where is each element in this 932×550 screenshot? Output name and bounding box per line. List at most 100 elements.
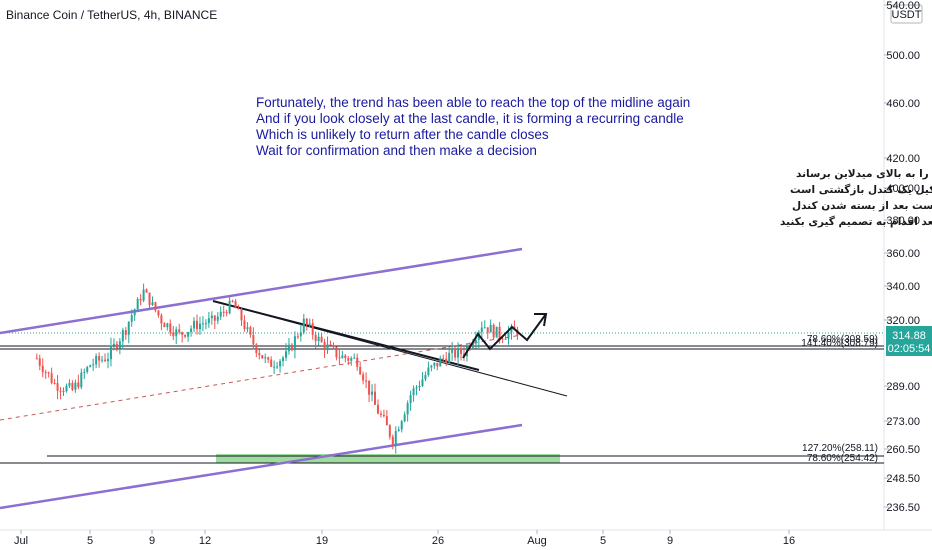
channel-midline[interactable] [0, 334, 523, 421]
time-tick-label: 9 [149, 535, 155, 547]
candle-body [228, 300, 231, 314]
candle-body [80, 372, 83, 388]
persian-note-line: که احتمال اینکه روند بازگشت بکند کم است … [792, 199, 932, 212]
downtrend-extension-line[interactable] [212, 300, 568, 397]
candle-body [341, 355, 344, 359]
candle-body [270, 359, 273, 367]
candle-body [448, 352, 451, 363]
candle-body [193, 320, 196, 329]
candle-body [154, 302, 157, 311]
currency-badge[interactable] [890, 4, 923, 24]
upper-channel-line[interactable] [0, 247, 523, 335]
candle-body [356, 357, 359, 367]
candle-body [350, 358, 353, 361]
candle-body [133, 309, 136, 316]
candle-body [285, 351, 287, 358]
candle-body [374, 391, 376, 405]
candle-body [213, 315, 216, 321]
price-tick-label: 460.00 [886, 98, 920, 110]
price-tick-label: 260.50 [886, 444, 920, 456]
candle-body [264, 357, 267, 359]
candle-body [344, 355, 347, 359]
candle-body [365, 380, 368, 382]
candle-body [237, 308, 240, 310]
candle-body [151, 302, 154, 305]
candle-body [198, 323, 201, 330]
price-tick-label: 540.00 [886, 0, 920, 12]
candle-body [50, 373, 53, 383]
candle-body [394, 431, 397, 445]
time-tick-label: Aug [527, 535, 547, 547]
lower-channel-line[interactable] [0, 423, 523, 510]
price-tick-label: 400.00 [886, 183, 920, 195]
candle-body [287, 344, 290, 352]
persian-note-line: منتظر گرفتن تاییدیه باشید و بعد اقدام به… [780, 215, 932, 228]
candle-body [261, 355, 264, 359]
candle-body [77, 382, 80, 388]
candle-body [282, 357, 285, 362]
time-tick-label: Jul [14, 535, 28, 547]
candle-body [53, 382, 56, 384]
candle-body [418, 385, 421, 388]
candle-body [187, 332, 190, 337]
candle-body [98, 356, 101, 361]
time-tick-label: 5 [600, 535, 606, 547]
candle-body [41, 365, 44, 373]
candle-body [474, 339, 477, 344]
last-price-badge[interactable]: 314.88 02:05:54 [886, 326, 932, 356]
candle-body [347, 358, 350, 361]
candle-body [279, 361, 282, 367]
candle-body [148, 292, 151, 305]
candle-body [163, 323, 166, 328]
candle-body [362, 374, 365, 381]
price-ticks: 540.00 500.00 460.00 420.00 400.00 380.00 360.… [884, 0, 920, 514]
candle-body [457, 348, 460, 358]
candle-body [246, 327, 249, 330]
time-ticks: Jul 5 9 12 19 26 Aug 5 9 16 [14, 530, 795, 547]
price-tick-label: 380.00 [886, 215, 920, 227]
price-tick-label: 236.50 [886, 502, 920, 514]
candle-body [368, 380, 371, 395]
candle-body [433, 362, 436, 366]
last-price-value: 314.88 [892, 330, 926, 342]
time-tick-label: 19 [316, 535, 328, 547]
candle-body [184, 334, 187, 337]
time-tick-label: 5 [87, 535, 93, 547]
time-axis[interactable]: Jul 5 9 12 19 26 Aug 5 9 16 [0, 529, 932, 547]
candle-body [207, 318, 210, 324]
support-zone[interactable] [216, 454, 560, 463]
projection-path[interactable] [462, 313, 547, 359]
candle-body [391, 436, 394, 445]
candle-body [451, 348, 454, 353]
candle-body [166, 323, 169, 328]
price-axis[interactable]: USDT 540.00 500.00 460.00 420.00 400.00 380.0… [883, 0, 923, 530]
english-annotation: Fortunately, the trend has been able to … [256, 95, 690, 158]
candle-body [323, 342, 326, 351]
candle-body [308, 323, 311, 325]
candle-body [486, 327, 489, 333]
candle-body [412, 388, 415, 396]
candle-body [172, 332, 175, 337]
candle-body [483, 327, 486, 329]
english-note-line: And if you look closely at the last cand… [256, 111, 684, 126]
candle-body [445, 358, 448, 363]
candle-body [181, 332, 184, 335]
candle-body [204, 323, 207, 325]
candle-body [101, 359, 104, 361]
candle-body [424, 375, 427, 380]
price-tick-label: 273.00 [886, 416, 920, 428]
candle-body [495, 326, 498, 338]
candle-body [507, 332, 510, 339]
candle-body [112, 343, 115, 346]
candle-body [267, 357, 270, 360]
candle-body [320, 336, 323, 343]
candle-body [89, 365, 92, 368]
candle-body [421, 379, 424, 386]
candle-body [379, 413, 382, 415]
price-tick-label: 420.00 [886, 153, 920, 165]
fib-label-lower-a: 127.20%(258.11) [802, 443, 878, 454]
candle-body [71, 382, 74, 390]
candle-body [56, 383, 59, 391]
candle-body [118, 341, 121, 349]
